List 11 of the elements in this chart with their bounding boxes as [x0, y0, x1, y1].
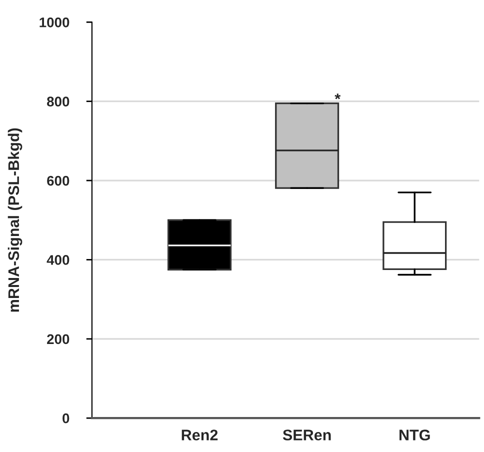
x-tick-label: NTG	[400, 430, 430, 440]
y-tick-label: 0	[62, 413, 70, 424]
y-tick-label: 200	[47, 334, 70, 344]
x-tick-label: SERen	[282, 430, 331, 440]
y-tick-label: 800	[47, 96, 70, 107]
y-axis-title: mRNA-Signal (PSL-Bkgd)	[8, 128, 22, 312]
y-tick-label: 600	[47, 176, 70, 186]
annotation: *	[334, 94, 341, 100]
y-tick-label: 1000	[40, 17, 70, 28]
x-tick-label: Ren2	[182, 430, 218, 440]
y-tick-label: 400	[46, 255, 70, 265]
